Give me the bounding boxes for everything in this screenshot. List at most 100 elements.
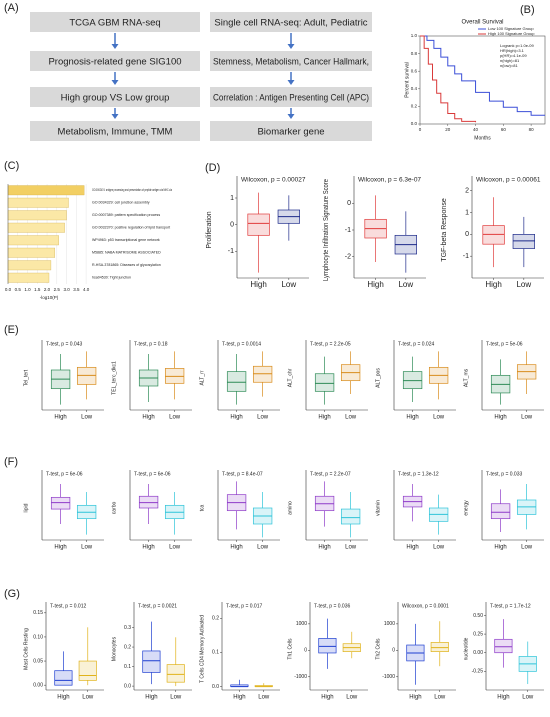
flow-text: Stemness, Metabolism, Cancer Hallmark, — [213, 57, 369, 68]
box — [482, 225, 505, 245]
x-tick-label: Low — [170, 695, 182, 701]
panel-label: (D) — [205, 162, 220, 174]
x-tick-label: 4.0 — [83, 287, 90, 292]
x-tick-label: Low — [434, 695, 446, 701]
y-tick-label: 0.00 — [33, 683, 43, 689]
flow-arrowhead — [287, 114, 295, 119]
plot-title: Wilcoxon, p = 0.00061 — [476, 177, 541, 184]
flow-box — [210, 87, 372, 107]
bar-label: M5885: NABA MATRISOME ASSOCIATED — [92, 251, 161, 255]
y-axis-label: tca — [199, 504, 205, 511]
legend-label: Low 100 Signature Group — [488, 26, 534, 31]
km-frame — [419, 35, 546, 125]
panel-label: (F) — [4, 456, 18, 468]
x-tick-label: 3.0 — [63, 287, 70, 292]
y-tick-label: 1 — [230, 195, 234, 202]
km-stat: Logrank p=1.0e-09 — [500, 43, 534, 48]
plot-title: T-test, p = 0.0014 — [222, 341, 261, 347]
y-tick-label: 0 — [304, 648, 307, 654]
y-tick-label: 1 — [465, 209, 469, 216]
x-tick-label: High — [406, 545, 418, 551]
x-tick-label: Low — [516, 280, 531, 289]
y-tick-label: 1000 — [296, 621, 307, 627]
x-axis-label: Months — [474, 135, 491, 141]
plot-background — [306, 340, 368, 410]
plot-background — [398, 602, 456, 690]
y-tick-label: -1 — [228, 248, 234, 255]
plot-title: T-test, p = 0.0021 — [138, 603, 177, 609]
box — [54, 670, 73, 686]
plot-background — [306, 470, 368, 540]
plot-title: T-test, p = 0.036 — [314, 603, 350, 609]
box — [166, 664, 185, 683]
plot-title: T-test, p = 0.043 — [46, 341, 82, 347]
y-axis-label: Tel_tert — [23, 369, 29, 386]
x-tick-label: Low — [398, 280, 413, 289]
x-tick-label: High — [145, 695, 157, 701]
plot-title: T-test, p = 0.012 — [50, 603, 86, 609]
flow-arrowhead — [287, 80, 295, 85]
x-tick-label: High — [318, 415, 330, 421]
bar-label: GO:0032370: positive regulation of lipid… — [92, 226, 170, 230]
flow-text: Single cell RNA-seq: Adult, Pediatric — [214, 18, 367, 29]
y-tick-label: 0.0 — [411, 121, 418, 126]
box — [226, 371, 247, 392]
plot-title: T-test, p = 0.017 — [226, 603, 262, 609]
plot-title: T-test, p = 2.2e-05 — [310, 341, 351, 347]
flow-box — [210, 51, 372, 71]
y-tick-label: 1.0 — [411, 33, 418, 38]
x-tick-label: Low — [433, 415, 445, 421]
x-tick-label: 20 — [445, 127, 451, 132]
panel-label: (A) — [4, 2, 19, 14]
y-axis-label: vitamin — [375, 500, 381, 516]
y-axis-label: Percent survival — [404, 62, 410, 98]
plot-background — [218, 340, 280, 410]
plot-title: T-test, p = 0.033 — [486, 471, 522, 477]
x-tick-label: High — [142, 415, 154, 421]
plot-title: T-test, p = 0.024 — [398, 341, 434, 347]
y-tick-label: 0 — [392, 648, 395, 654]
x-tick-label: 0.0 — [5, 287, 12, 292]
y-tick-label: 0.4 — [411, 86, 418, 91]
y-tick-label: 0.10 — [33, 634, 43, 640]
x-tick-label: High — [497, 695, 509, 701]
plot-title: T-test, p = 6e-06 — [46, 471, 83, 477]
y-tick-label: 0.2 — [124, 644, 131, 650]
y-tick-label: 0.8 — [411, 51, 418, 56]
panel-label: (C) — [4, 160, 19, 172]
box — [402, 371, 423, 390]
bar — [7, 197, 69, 208]
y-axis-label: ALT_ms — [463, 368, 469, 387]
y-tick-label: 0.1 — [212, 650, 219, 656]
y-tick-label: 0.2 — [212, 616, 219, 622]
panel-label: (B) — [520, 4, 535, 16]
x-tick-label: Low — [257, 545, 269, 551]
x-tick-label: High — [142, 545, 154, 551]
box — [512, 234, 535, 249]
x-tick-label: High — [406, 415, 418, 421]
km-stat: p(HR)=4.1e-09 — [500, 53, 527, 58]
y-tick-label: 2 — [465, 188, 469, 195]
y-axis-label: carbo — [111, 502, 117, 515]
flow-box — [210, 12, 372, 32]
y-tick-label: -1 — [463, 253, 469, 260]
box — [142, 650, 161, 673]
x-tick-label: Low — [521, 415, 533, 421]
box — [314, 373, 335, 392]
x-tick-label: High — [57, 695, 69, 701]
plot-background — [222, 602, 280, 690]
flow-arrowhead — [287, 44, 295, 49]
bar — [7, 235, 59, 246]
y-axis-label: TGF-beta Response — [441, 198, 448, 262]
y-tick-label: -1 — [345, 227, 351, 234]
plot-background — [354, 176, 426, 278]
x-tick-label: 0.5 — [15, 287, 22, 292]
flow-arrowhead — [111, 80, 119, 85]
y-tick-label: 0.0 — [212, 684, 219, 690]
x-tick-label: 0 — [419, 127, 422, 132]
box — [430, 642, 449, 652]
plot-background — [218, 470, 280, 540]
bar-label: GO:0007389: pattern specification proces… — [92, 213, 160, 217]
bar — [7, 185, 85, 196]
